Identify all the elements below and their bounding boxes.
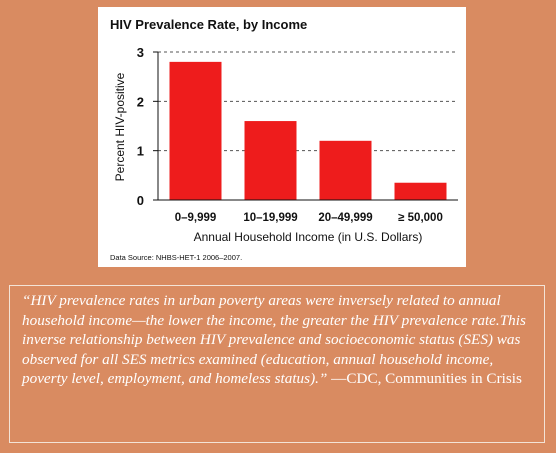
chart-title: HIV Prevalence Rate, by Income bbox=[110, 17, 307, 32]
y-tick-label: 3 bbox=[137, 45, 144, 60]
quote: “HIV prevalence rates in urban poverty a… bbox=[22, 291, 534, 389]
quote-box: “HIV prevalence rates in urban poverty a… bbox=[9, 285, 545, 443]
bars bbox=[169, 61, 447, 200]
chart-panel: HIV Prevalence Rate, by Income 0 1 2 3 0–9,… bbox=[98, 7, 466, 267]
bar bbox=[169, 61, 222, 200]
x-axis-label: Annual Household Income (in U.S. Dollars… bbox=[194, 230, 423, 244]
x-tick-label: ≥ 50,000 bbox=[398, 212, 443, 224]
y-tick-label: 0 bbox=[137, 193, 144, 208]
bar-chart: HIV Prevalence Rate, by Income 0 1 2 3 0–9,… bbox=[110, 17, 458, 262]
y-axis-label: Percent HIV-positive bbox=[113, 72, 127, 181]
x-tick-label: 10–19,999 bbox=[243, 212, 297, 224]
x-tick-label: 0–9,999 bbox=[175, 212, 217, 224]
quote-body: “HIV prevalence rates in urban poverty a… bbox=[22, 292, 526, 387]
y-tick-label: 2 bbox=[137, 94, 144, 109]
data-source: Data Source: NHBS-HET-1 2006–2007. bbox=[110, 253, 242, 262]
y-tick-labels: 0 1 2 3 bbox=[137, 45, 158, 208]
x-tick-label: 20–49,999 bbox=[318, 212, 372, 224]
bar bbox=[244, 121, 297, 200]
quote-attribution: —CDC, Communities in Crisis bbox=[327, 370, 522, 387]
x-tick-labels: 0–9,999 10–19,999 20–49,999 ≥ 50,000 bbox=[175, 212, 443, 224]
bar bbox=[394, 182, 447, 200]
bar bbox=[319, 140, 372, 200]
y-tick-label: 1 bbox=[137, 144, 144, 159]
